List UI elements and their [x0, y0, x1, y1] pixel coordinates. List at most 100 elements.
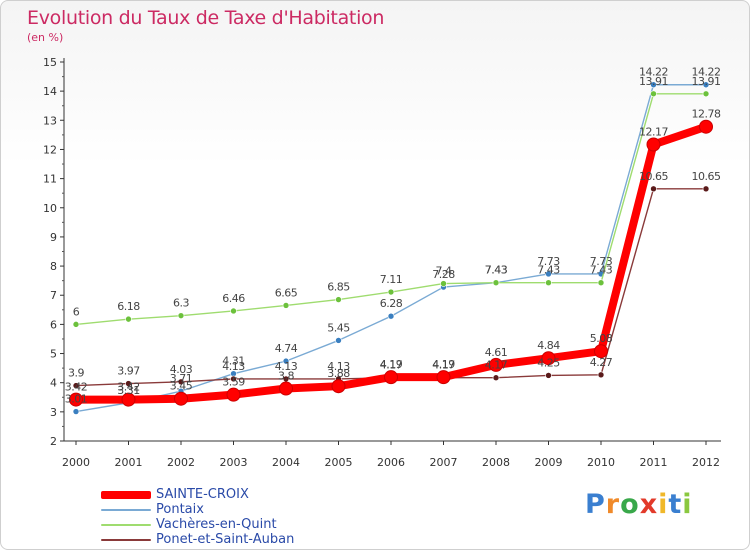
- data-label: 6.46: [222, 292, 245, 305]
- data-point: [279, 381, 293, 396]
- data-label: 4.13: [327, 360, 350, 373]
- y-tick-label: 10: [43, 202, 57, 215]
- data-point: [545, 270, 552, 278]
- proxiti-logo: Proxiti: [585, 489, 693, 520]
- data-label: 4.19: [380, 358, 403, 371]
- data-point: [650, 185, 657, 193]
- data-point: [489, 357, 503, 372]
- data-label: 3.8: [278, 370, 294, 383]
- y-tick-label: 13: [43, 114, 57, 127]
- data-point: [72, 321, 80, 328]
- chart-title: Evolution du Taux de Taxe d'Habitation: [27, 7, 385, 29]
- x-tick-label: 2003: [220, 456, 248, 469]
- data-label: 6.3: [173, 297, 189, 310]
- data-label: 4.17: [380, 359, 403, 372]
- data-label: 6.28: [380, 297, 403, 310]
- data-label: 3.42: [117, 381, 140, 394]
- x-tick-label: 2000: [62, 456, 90, 469]
- data-label: 3.97: [117, 365, 140, 378]
- data-point: [72, 408, 80, 415]
- legend-swatch: [101, 524, 151, 526]
- data-point: [174, 391, 188, 406]
- data-point: [440, 280, 447, 287]
- data-point: [702, 90, 710, 98]
- data-point: [702, 185, 710, 193]
- data-point: [335, 337, 342, 344]
- data-point: [702, 81, 710, 89]
- data-label: 7.73: [590, 255, 613, 268]
- data-label: 7.4: [436, 265, 452, 278]
- data-label: 13.91: [692, 75, 721, 88]
- data-label: 10.65: [639, 170, 668, 183]
- x-tick-label: 2010: [587, 456, 615, 469]
- y-tick-label: 9: [50, 231, 57, 244]
- y-tick-label: 14: [43, 85, 57, 98]
- logo-letter: i: [682, 489, 693, 520]
- logo-letter: i: [658, 489, 669, 520]
- data-label: 12.78: [692, 108, 721, 121]
- series-sainte-croix: [69, 119, 713, 407]
- y-tick-label: 4: [50, 377, 57, 390]
- data-point: [594, 344, 608, 359]
- data-point: [177, 312, 185, 319]
- data-label: 4.84: [537, 339, 560, 352]
- data-label: 6.85: [327, 281, 350, 294]
- x-tick-label: 2011: [640, 456, 668, 469]
- legend-label: Pontaix: [156, 502, 204, 517]
- data-label: 4.25: [537, 356, 560, 369]
- data-point: [492, 374, 500, 382]
- legend-swatch: [101, 539, 151, 541]
- legend-label: Ponet-et-Saint-Auban: [156, 532, 295, 547]
- legend-swatch: [101, 491, 151, 499]
- data-point: [436, 370, 451, 385]
- logo-letter: r: [605, 489, 621, 520]
- data-label: 3.9: [68, 367, 84, 380]
- data-label: 3.88: [327, 367, 350, 380]
- data-point: [387, 312, 395, 320]
- data-point: [230, 307, 237, 315]
- y-tick-label: 5: [50, 348, 57, 361]
- data-point: [650, 81, 657, 89]
- data-label: 7.28: [432, 268, 455, 281]
- data-label: 12.17: [639, 126, 668, 139]
- data-point: [230, 375, 237, 383]
- data-point: [282, 302, 290, 309]
- data-point: [282, 357, 290, 365]
- x-tick-label: 2007: [430, 456, 458, 469]
- data-label: 6.65: [275, 286, 298, 299]
- x-tick-label: 2009: [535, 456, 563, 469]
- logo-letter: x: [639, 489, 659, 520]
- x-tick-label: 2004: [272, 456, 300, 469]
- data-label: 3.42: [65, 381, 88, 394]
- y-tick-label: 2: [50, 435, 57, 448]
- data-label: 7.43: [537, 264, 560, 277]
- logo-letter: t: [668, 489, 683, 520]
- data-point: [72, 382, 80, 389]
- data-point: [121, 392, 136, 407]
- data-point: [335, 296, 342, 303]
- x-tick-label: 2006: [377, 456, 405, 469]
- data-label: 3.31: [117, 384, 140, 397]
- data-point: [541, 351, 556, 366]
- data-label: 4.03: [170, 363, 193, 376]
- data-label: 6: [73, 305, 80, 318]
- data-label: 4.27: [590, 356, 613, 369]
- logo-letter: o: [620, 489, 640, 520]
- data-point: [125, 380, 132, 387]
- chart-subtitle: (en %): [27, 31, 64, 44]
- data-point: [331, 379, 346, 394]
- data-label: 3.45: [170, 380, 193, 393]
- legend-swatch: [101, 509, 151, 511]
- logo-letter: P: [585, 489, 606, 520]
- data-label: 10.65: [692, 170, 721, 183]
- y-tick-label: 8: [50, 260, 57, 273]
- data-label: 7.11: [380, 273, 403, 286]
- data-label: 7.73: [537, 255, 560, 268]
- data-label: 4.61: [485, 346, 508, 359]
- data-point: [387, 288, 395, 296]
- x-tick-label: 2001: [115, 456, 143, 469]
- data-point: [545, 279, 552, 286]
- data-point: [492, 279, 500, 286]
- data-label: 14.22: [639, 66, 668, 79]
